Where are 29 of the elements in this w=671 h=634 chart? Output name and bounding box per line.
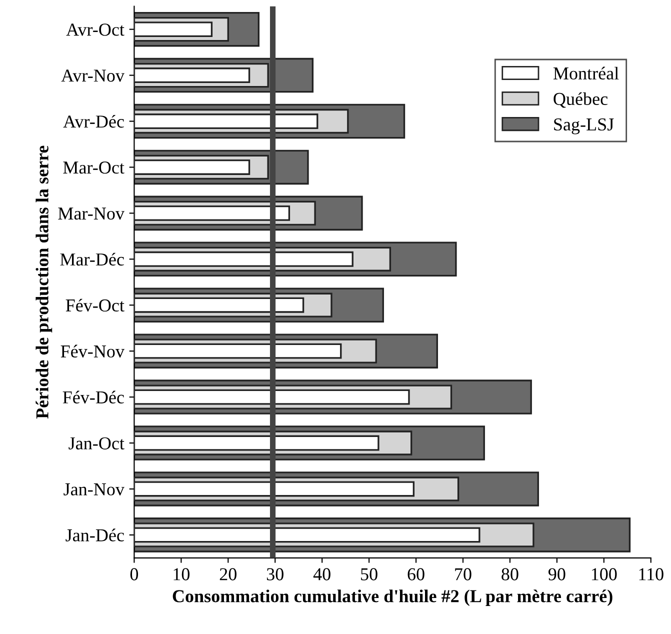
x-axis-title: Consommation cumulative d'huile #2 (L par mètre carré) (172, 590, 612, 606)
x-tick-label: 10 (174, 568, 190, 580)
y-tick-label: Avr-Nov (61, 70, 124, 82)
y-tick-label: Fév-Nov (60, 344, 124, 358)
y-tick-label: Mar-Nov (58, 208, 124, 220)
x-tick-label: 90 (548, 568, 566, 580)
x-tick-label: 80 (502, 568, 518, 580)
y-tick-label: Avr-Déc (63, 114, 124, 128)
y-tick-label: Mar-Déc (60, 252, 124, 266)
y-tick-label: Mar-Oct (63, 162, 124, 174)
y-axis-title: Période de production dans la serre (36, 146, 52, 419)
x-tick-label: 110 (639, 568, 664, 580)
y-tick-label: Jan-Nov (64, 483, 124, 496)
legend-label: Montréal (553, 66, 619, 80)
legend-label: Sag-LSJ (554, 118, 614, 134)
x-tick-label: 60 (408, 568, 424, 580)
x-tick-label: 30 (266, 568, 284, 580)
y-tick-label: Jan-Oct (68, 437, 124, 450)
y-tick-label: Jan-Déc (66, 528, 124, 542)
legend-label: Québec (554, 92, 608, 108)
x-tick-label: 70 (455, 568, 472, 580)
y-tick-label: Fév-Déc (62, 390, 124, 404)
y-tick-label: Fév-Oct (66, 298, 124, 312)
x-tick-label: 100 (592, 568, 617, 580)
x-tick-label: 40 (313, 568, 330, 580)
x-tick-label: 20 (220, 568, 236, 580)
x-tick-label: 0 (130, 568, 138, 580)
x-tick-label: 50 (361, 568, 378, 580)
y-tick-label: Avr-Oct (66, 24, 124, 36)
